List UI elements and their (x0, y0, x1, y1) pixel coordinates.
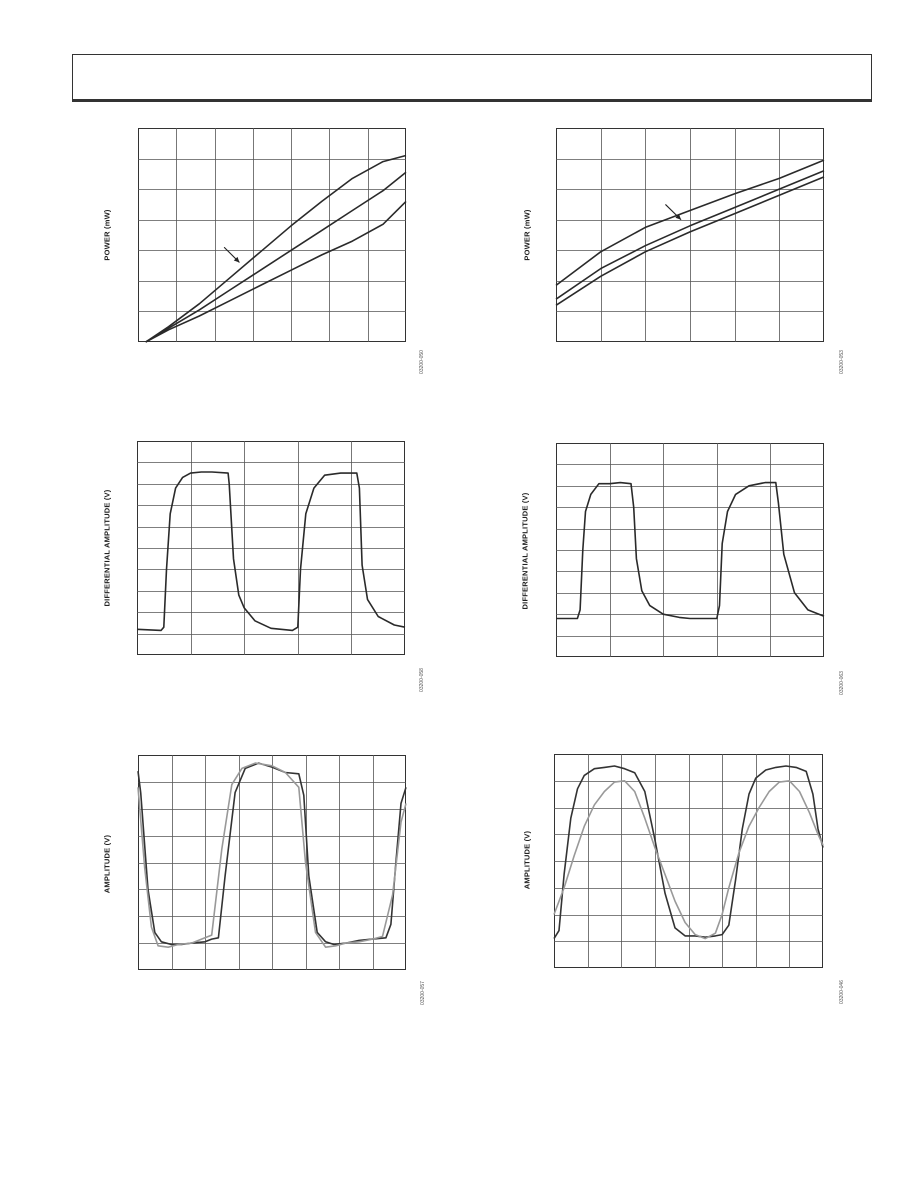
chart-6-figure-id: 03200-046 (839, 980, 845, 1004)
chart-6-ylabel: AMPLITUDE (V) (522, 830, 532, 890)
chart-1-power (138, 128, 407, 343)
chart-4-figure-id: 03200-063 (839, 671, 845, 695)
annotation-arrowhead (675, 214, 682, 220)
chart-5-amplitude (137, 755, 407, 970)
chart-2-ylabel: POWER (mW) (522, 209, 532, 261)
page-header-box (72, 54, 872, 102)
series-line-2 (555, 170, 825, 300)
chart-1-ylabel: POWER (mW) (102, 209, 112, 261)
series-line-1 (136, 471, 406, 632)
series-line-1 (553, 765, 824, 940)
plot-frame (554, 754, 823, 968)
chart-4-differential-amplitude (556, 443, 825, 657)
series-line-1 (555, 159, 825, 287)
plot-frame (556, 128, 824, 342)
series-line-2 (553, 779, 824, 940)
series-line-2 (137, 762, 407, 948)
annotation-arrowhead (233, 256, 240, 263)
chart-4-ylabel: DIFFERENTIAL AMPLITUDE (V) (520, 492, 530, 610)
chart-3-ylabel: DIFFERENTIAL AMPLITUDE (V) (102, 489, 112, 607)
chart-6-amplitude (553, 754, 824, 968)
chart-2-power (555, 128, 825, 342)
chart-2-figure-id: 03200-053 (839, 350, 845, 374)
series-line-2 (145, 171, 407, 343)
chart-1-figure-id: 03200-050 (419, 350, 425, 374)
plot-frame (137, 441, 405, 655)
series-line-1 (145, 154, 407, 343)
plot-frame (556, 443, 824, 657)
chart-3-differential-amplitude (136, 441, 406, 655)
series-line-3 (555, 176, 825, 306)
chart-5-ylabel: AMPLITUDE (V) (102, 834, 112, 894)
plot-frame (138, 128, 406, 342)
chart-3-figure-id: 03200-058 (419, 668, 425, 692)
series-line-1 (556, 481, 825, 620)
plot-frame (138, 755, 406, 970)
series-line-3 (145, 200, 407, 343)
chart-5-figure-id: 03200-057 (420, 981, 426, 1005)
